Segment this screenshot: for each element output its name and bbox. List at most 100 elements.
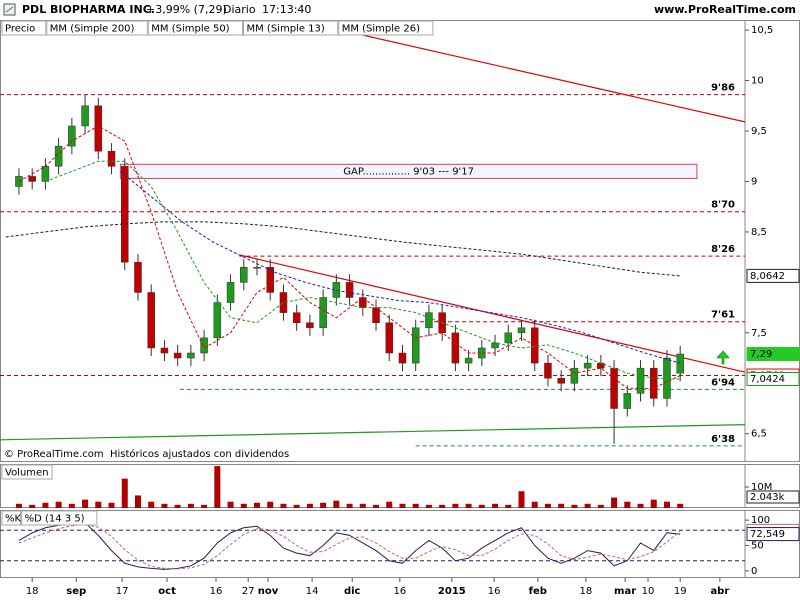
up-arrow bbox=[716, 350, 730, 365]
volume-bar bbox=[478, 504, 485, 508]
symbol: PDL BIOPHARMA INC. bbox=[22, 3, 155, 16]
candle-body bbox=[411, 327, 420, 364]
volume-bar bbox=[240, 503, 247, 508]
legend-entry: Precio bbox=[5, 24, 35, 35]
volume-bar bbox=[492, 503, 499, 508]
candle-body bbox=[504, 332, 513, 344]
volume-bar bbox=[425, 504, 432, 508]
level-label: 8'70 bbox=[711, 200, 735, 211]
candle-body bbox=[121, 166, 129, 263]
period: Diario bbox=[223, 3, 256, 16]
candle-body bbox=[28, 176, 36, 182]
candle-body bbox=[41, 166, 50, 182]
legend-entry: MM (Simple 200) bbox=[50, 24, 135, 35]
panel-frame bbox=[0, 510, 800, 578]
axis-value-box bbox=[746, 268, 800, 283]
x-tick-label: 14 bbox=[306, 586, 319, 597]
y-tick-label: 100 bbox=[751, 515, 770, 526]
candle-body bbox=[557, 377, 565, 384]
volume-bar bbox=[412, 503, 419, 508]
volume-bar bbox=[677, 503, 684, 508]
x-tick-label: 27 bbox=[242, 586, 255, 597]
volume-bar bbox=[148, 501, 155, 508]
axis-value-box bbox=[746, 527, 800, 542]
y-tick-label: 6,5 bbox=[751, 429, 767, 440]
volume-bar bbox=[187, 503, 194, 508]
legend-entry: Volumen bbox=[5, 468, 49, 479]
candle-body bbox=[279, 292, 288, 313]
volume-bar bbox=[121, 478, 128, 508]
x-tick-label: abr bbox=[710, 586, 729, 597]
candle-body bbox=[200, 337, 208, 354]
volume-bar bbox=[386, 501, 393, 508]
candle-body bbox=[187, 352, 195, 359]
level-label: 9'86 bbox=[711, 83, 735, 94]
volume-bar bbox=[558, 503, 565, 508]
candle-body bbox=[359, 297, 367, 308]
volume-bar bbox=[29, 504, 36, 508]
plot-area bbox=[15, 466, 684, 508]
x-tick-label: 16 bbox=[488, 586, 501, 597]
volume-bar bbox=[663, 501, 670, 508]
x-tick-label: 19 bbox=[674, 586, 687, 597]
y-tick-label: 7,5 bbox=[751, 328, 767, 339]
candle-body bbox=[372, 307, 380, 323]
candle-body bbox=[597, 362, 605, 369]
volume-bar bbox=[174, 504, 181, 508]
volume-bar bbox=[624, 501, 631, 508]
candle-body bbox=[107, 150, 116, 167]
x-tick-label: dic bbox=[344, 586, 361, 597]
trendline bbox=[240, 254, 745, 373]
legend-entry: MM (Simple 26) bbox=[342, 24, 420, 35]
level-label: 8'26 bbox=[711, 244, 735, 255]
legend-entry: %K bbox=[5, 514, 22, 525]
x-tick-label: 10 bbox=[642, 586, 655, 597]
volume-bar bbox=[399, 503, 406, 508]
y-tick-label: 10 bbox=[751, 76, 764, 87]
volume-bar bbox=[465, 503, 472, 508]
level-label: 6'94 bbox=[711, 377, 735, 388]
legend-box bbox=[243, 20, 339, 36]
candle-body bbox=[544, 362, 552, 379]
y-tick-label: 9 bbox=[751, 176, 757, 187]
candle-body bbox=[319, 297, 327, 329]
change: +3,99% (7,29) bbox=[146, 3, 227, 16]
y-tick-label: 0 bbox=[751, 566, 757, 577]
volume-bar bbox=[359, 503, 366, 508]
site[interactable]: www.ProRealTime.com bbox=[654, 3, 796, 16]
window-icon-glyph bbox=[5, 6, 14, 13]
candle-body bbox=[68, 125, 76, 147]
trendline bbox=[0, 424, 745, 441]
volume-bar bbox=[214, 466, 221, 508]
candle-body bbox=[173, 352, 182, 359]
candle-body bbox=[530, 327, 539, 364]
x-tick-label: sep bbox=[66, 586, 86, 597]
y-tick-label: 50 bbox=[751, 541, 764, 552]
trendline bbox=[340, 29, 745, 123]
candle-body bbox=[253, 266, 261, 269]
gap-label: GAP............... 9'03 --- 9'17 bbox=[343, 166, 474, 177]
candle-body bbox=[649, 367, 658, 399]
candle-body bbox=[570, 367, 579, 384]
candle-body bbox=[94, 105, 103, 152]
volume-bar bbox=[544, 503, 551, 508]
volume-bar bbox=[15, 503, 22, 508]
panel: 10M Volumen 2.043k bbox=[0, 464, 800, 508]
volume-bar bbox=[68, 503, 75, 508]
candle-body bbox=[213, 302, 222, 339]
candle-body bbox=[160, 347, 169, 354]
candle-body bbox=[451, 332, 460, 364]
x-tick-label: 2015 bbox=[438, 586, 466, 597]
volume-bar bbox=[584, 503, 591, 508]
volume-bar bbox=[611, 497, 618, 508]
volume-bar bbox=[518, 491, 525, 508]
volume-bar bbox=[452, 503, 459, 508]
axis-value-label: 72,549 bbox=[750, 529, 785, 540]
volume-bar bbox=[320, 502, 327, 508]
axis-value-box bbox=[746, 490, 800, 504]
legend-box bbox=[1, 464, 53, 480]
legend-box bbox=[1, 510, 22, 526]
x-tick-label: 16 bbox=[393, 586, 406, 597]
x-tick-label: 17 bbox=[116, 586, 129, 597]
